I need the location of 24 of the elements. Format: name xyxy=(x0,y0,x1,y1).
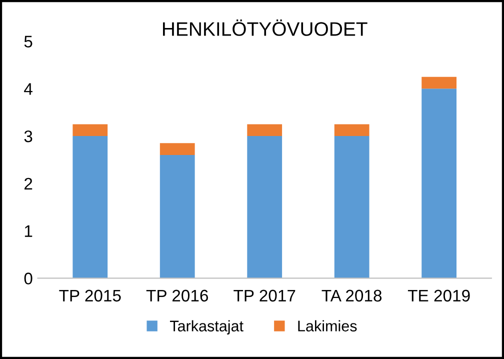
y-tick-label: 4 xyxy=(24,83,32,95)
x-tick-label: TE 2019 xyxy=(408,290,470,302)
legend-label: Lakimies xyxy=(298,320,357,332)
x-tick-label: TP 2015 xyxy=(59,290,121,302)
bar xyxy=(160,155,195,278)
y-tick-label: 5 xyxy=(24,36,32,48)
bar xyxy=(334,136,370,278)
y-tick-label: 2 xyxy=(24,178,32,190)
bar xyxy=(334,124,370,136)
bar xyxy=(422,88,457,278)
bar xyxy=(422,76,457,89)
x-tick-label: TP 2016 xyxy=(146,290,208,302)
chart-title: HENKILÖTYÖVUODET xyxy=(163,19,368,36)
bar xyxy=(72,136,108,278)
legend-label: Tarkastajat xyxy=(170,320,244,334)
y-tick-label: 3 xyxy=(24,130,32,142)
bar xyxy=(247,124,282,136)
y-tick-label: 0 xyxy=(24,272,32,284)
y-tick-label: 1 xyxy=(24,225,32,237)
bar xyxy=(72,124,108,136)
bar xyxy=(247,136,282,278)
bar xyxy=(160,143,195,156)
x-tick-label: TP 2017 xyxy=(234,290,296,302)
x-tick-label: TA 2018 xyxy=(322,290,382,302)
